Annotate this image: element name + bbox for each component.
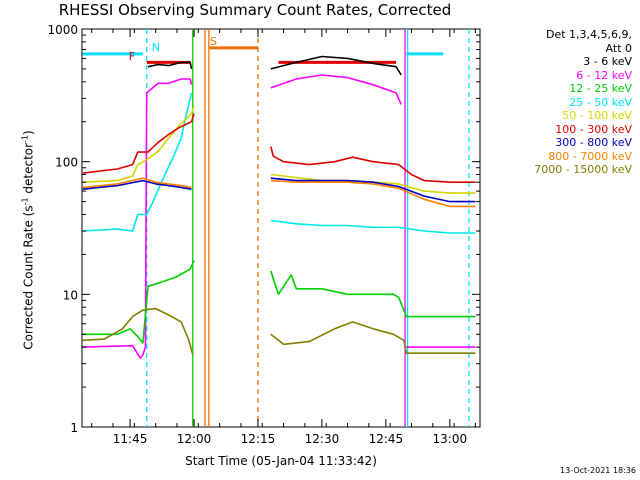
series-line bbox=[147, 61, 193, 70]
legend-entry: 300 - 800 keV bbox=[555, 136, 632, 149]
series-line bbox=[82, 307, 194, 356]
legend-entry: 25 - 50 keV bbox=[569, 95, 632, 109]
y-tick-label: 1 bbox=[70, 421, 78, 435]
series-line bbox=[270, 270, 476, 318]
series-line bbox=[270, 321, 476, 354]
y-axis-label: Corrected Count Rate (s-1 detector-1) bbox=[20, 130, 36, 350]
series-line bbox=[82, 179, 192, 190]
status-bars bbox=[82, 46, 444, 64]
series-line bbox=[270, 177, 476, 203]
series-line bbox=[270, 74, 402, 105]
legend-entry: 7000 - 15000 keV bbox=[534, 163, 632, 176]
legend-entry: 800 - 7000 keV bbox=[548, 149, 632, 163]
flag-label: N bbox=[152, 41, 160, 54]
series-line bbox=[82, 78, 193, 359]
timestamp: 13-Oct-2021 18:36 bbox=[560, 466, 636, 475]
x-tick-label: 11:45 bbox=[113, 432, 148, 446]
legend-entry: 12 - 25 keV bbox=[569, 82, 632, 95]
x-tick-label: 12:00 bbox=[177, 432, 212, 446]
legend-entry: 100 - 300 keV bbox=[555, 122, 632, 136]
series-line bbox=[82, 92, 193, 232]
legend-header: Det 1,3,4,5,6,9, bbox=[545, 28, 632, 41]
chart-title: RHESSI Observing Summary Count Rates, Co… bbox=[58, 1, 452, 19]
series-line bbox=[82, 260, 195, 344]
series-line bbox=[270, 179, 476, 208]
x-tick-label: 12:15 bbox=[241, 432, 276, 446]
legend-entry: 6 - 12 keV bbox=[576, 68, 632, 82]
x-axis-label: Start Time (05-Jan-04 11:33:42) bbox=[185, 454, 377, 468]
x-tick-label: 13:00 bbox=[433, 432, 468, 446]
plot-frame bbox=[81, 28, 481, 428]
y-tick-label: 1000 bbox=[47, 23, 78, 37]
axes: 1 10 100 1000 11:45 12:00 12:15 12:30 12:45 13:00 bbox=[47, 23, 480, 446]
legend-header: Att 0 bbox=[605, 41, 632, 55]
series-line bbox=[270, 219, 476, 234]
series-line bbox=[82, 113, 195, 174]
flag-label: S bbox=[210, 35, 217, 48]
vertical-markers bbox=[146, 29, 470, 427]
x-tick-label: 12:45 bbox=[369, 432, 404, 446]
series-line bbox=[270, 55, 402, 76]
flag-labels: N F S bbox=[129, 35, 217, 63]
series-lines bbox=[82, 55, 476, 359]
legend-entry: 50 - 100 keV bbox=[562, 109, 632, 122]
flag-label: F bbox=[129, 50, 135, 63]
y-tick-label: 10 bbox=[63, 288, 78, 302]
x-tick-label: 12:30 bbox=[305, 432, 340, 446]
series-line bbox=[82, 105, 195, 183]
legend-entry: 3 - 6 keV bbox=[583, 55, 632, 68]
series-line bbox=[82, 177, 192, 189]
series-line bbox=[270, 146, 476, 183]
y-tick-label: 100 bbox=[55, 156, 78, 170]
